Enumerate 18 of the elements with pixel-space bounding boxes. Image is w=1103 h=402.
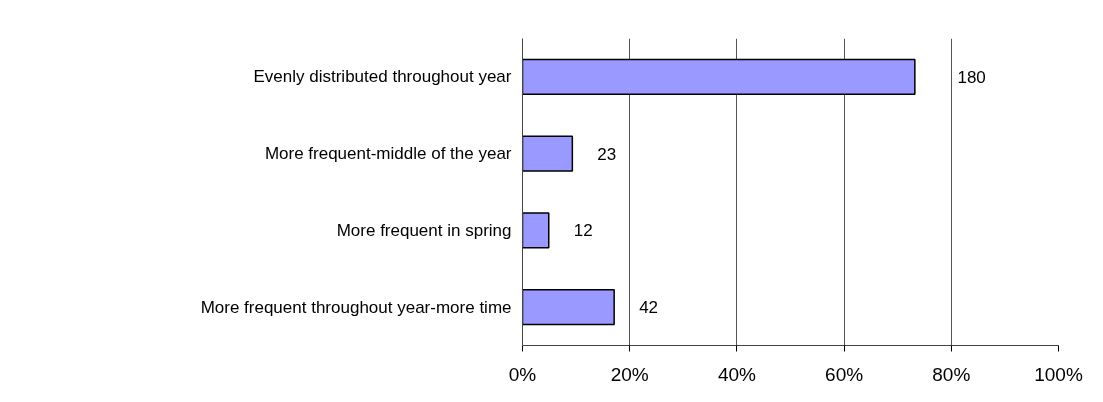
- y-tick-label: Evenly distributed throughout year: [253, 67, 512, 87]
- x-tick-label: 40%: [717, 363, 757, 385]
- x-tick-label: 100%: [1034, 363, 1083, 385]
- x-tick-label: 20%: [610, 363, 649, 385]
- annotation: 23: [597, 144, 617, 164]
- x-tick-label: 0%: [508, 363, 537, 385]
- annotation: 180: [957, 67, 986, 87]
- y-tick-label: More frequent throughout year-more time: [200, 297, 512, 317]
- annotation: 42: [639, 298, 659, 318]
- bar: [522, 135, 574, 172]
- y-tick-label: More frequent in spring: [336, 220, 512, 240]
- annotation: 12: [573, 221, 593, 241]
- y-tick-label: More frequent-middle of the year: [264, 144, 512, 164]
- bar: [522, 58, 916, 95]
- bar: [522, 212, 550, 249]
- x-tick-label: 80%: [932, 363, 971, 385]
- x-tick-label: 60%: [825, 363, 864, 385]
- bar: [522, 289, 615, 326]
